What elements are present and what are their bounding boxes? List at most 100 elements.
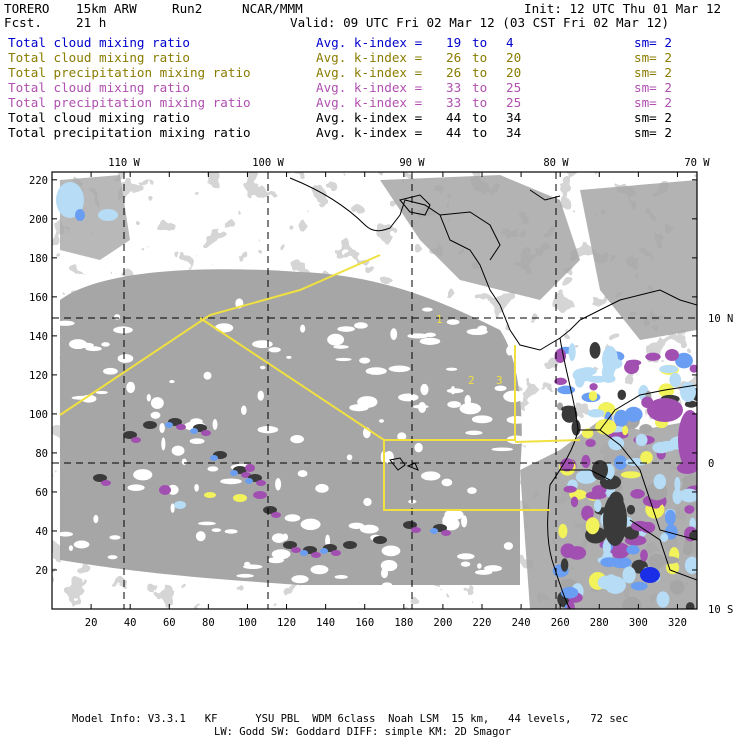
x-tick-label: 160	[355, 617, 374, 629]
valid-time: Valid: 09 UTC Fri 02 Mar 12 (03 CST Fri …	[290, 15, 670, 30]
x-tick-label: 300	[629, 617, 648, 629]
latitude-label: 0	[708, 458, 714, 470]
footer-model-info: Model Info: V3.3.1 KF YSU PBL WDM 6class…	[72, 713, 629, 725]
y-tick-label: 160	[29, 292, 48, 304]
legend-to: to	[472, 125, 488, 140]
footer-physics: LW: Godd SW: Goddard DIFF: simple KM: 2D…	[214, 726, 512, 738]
x-tick-label: 320	[668, 617, 687, 629]
y-tick-label: 40	[35, 526, 48, 538]
model-name: TORERO	[4, 1, 50, 16]
legend-to-value: 25	[506, 95, 522, 110]
legend-field: Total precipitation mixing ratio	[8, 95, 251, 110]
legend-to: to	[472, 95, 488, 110]
longitude-label: 70 W	[684, 157, 710, 169]
x-tick-label: 280	[590, 617, 609, 629]
legend-avg-label: Avg. k-index =	[316, 95, 423, 110]
x-tick-label: 40	[124, 617, 137, 629]
y-tick-label: 80	[35, 448, 48, 460]
x-tick-label: 260	[551, 617, 570, 629]
legend-to: to	[472, 50, 488, 65]
legend-field: Total cloud mixing ratio	[8, 80, 190, 95]
legend-to-value: 4	[506, 35, 514, 50]
region-3-outline	[384, 345, 581, 443]
legend-from: 44	[446, 110, 462, 125]
latitude-label: 10 N	[708, 313, 733, 325]
legend-sm: sm= 2	[634, 95, 672, 110]
x-tick-label: 180	[394, 617, 413, 629]
legend-sm: sm= 2	[634, 110, 672, 125]
legend-from: 26	[446, 50, 462, 65]
legend-to: to	[472, 110, 488, 125]
legend-from: 19	[446, 35, 462, 50]
legend-to: to	[472, 65, 488, 80]
legend-sm: sm= 2	[634, 65, 672, 80]
legend-from: 33	[446, 95, 462, 110]
axis-ticks	[52, 172, 697, 609]
legend-to-value: 20	[506, 50, 522, 65]
y-tick-label: 220	[29, 175, 48, 187]
latitude-label: 10 S	[708, 604, 733, 616]
legend-to: to	[472, 35, 488, 50]
x-tick-label: 140	[316, 617, 335, 629]
legend-sm: sm= 2	[634, 125, 672, 140]
x-tick-label: 200	[433, 617, 452, 629]
legend-to-value: 34	[506, 110, 522, 125]
legend-field: Total precipitation mixing ratio	[8, 65, 251, 80]
clear-patches	[55, 298, 527, 588]
fcst-label: Fcst.	[4, 15, 42, 30]
resolution: 15km ARW	[76, 1, 137, 16]
fcst-value: 21 h	[76, 15, 107, 30]
legend-sm: sm= 2	[634, 35, 672, 50]
org-label: NCAR/MMM	[242, 1, 303, 16]
x-tick-label: 120	[277, 617, 296, 629]
init-time: Init: 12 UTC Thu 01 Mar 12	[524, 1, 722, 16]
region-label: 1	[436, 313, 443, 326]
axis-labels: 20 40 60 80 100 120 140 160 180 200 220 240 260 280 30…	[29, 157, 733, 629]
coastlines	[289, 177, 697, 609]
legend-avg-label: Avg. k-index =	[316, 50, 423, 65]
legend-avg-label: Avg. k-index =	[316, 110, 423, 125]
map-frame	[51, 171, 698, 610]
longitude-label: 90 W	[399, 157, 425, 169]
legend-to-value: 20	[506, 65, 522, 80]
region-1-outline	[59, 254, 381, 416]
region-label: 2	[468, 374, 475, 387]
y-tick-label: 200	[29, 214, 48, 226]
longitude-label: 80 W	[543, 157, 569, 169]
legend-from: 33	[446, 80, 462, 95]
legend-to-value: 34	[506, 125, 522, 140]
legend-to-value: 25	[506, 80, 522, 95]
y-tick-label: 180	[29, 253, 48, 265]
longitude-label: 110 W	[108, 157, 140, 169]
legend-avg-label: Avg. k-index =	[316, 80, 423, 95]
legend-sm: sm= 2	[634, 80, 672, 95]
x-tick-label: 220	[473, 617, 492, 629]
y-tick-label: 60	[35, 487, 48, 499]
x-tick-label: 20	[85, 617, 98, 629]
y-tick-label: 140	[29, 331, 48, 343]
legend-field: Total cloud mixing ratio	[8, 110, 190, 125]
region-label: 3	[496, 374, 503, 387]
legend-avg-label: Avg. k-index =	[316, 65, 423, 80]
x-tick-label: 240	[512, 617, 531, 629]
region-outlines	[59, 254, 581, 511]
x-tick-label: 60	[163, 617, 176, 629]
legend-field: Total cloud mixing ratio	[8, 35, 190, 50]
lat-lon-grid	[52, 172, 697, 609]
legend-avg-label: Avg. k-index =	[316, 125, 423, 140]
y-tick-label: 20	[35, 565, 48, 577]
y-tick-label: 100	[29, 409, 48, 421]
legend-field: Total cloud mixing ratio	[8, 50, 190, 65]
legend-field: Total precipitation mixing ratio	[8, 125, 251, 140]
legend-from: 26	[446, 65, 462, 80]
region-2-outline	[199, 317, 550, 511]
x-tick-label: 80	[202, 617, 215, 629]
legend-from: 44	[446, 125, 462, 140]
longitude-label: 100 W	[252, 157, 284, 169]
precip-features	[56, 182, 697, 609]
y-tick-label: 120	[29, 370, 48, 382]
legend-to: to	[472, 80, 488, 95]
legend-sm: sm= 2	[634, 50, 672, 65]
x-tick-label: 100	[238, 617, 257, 629]
